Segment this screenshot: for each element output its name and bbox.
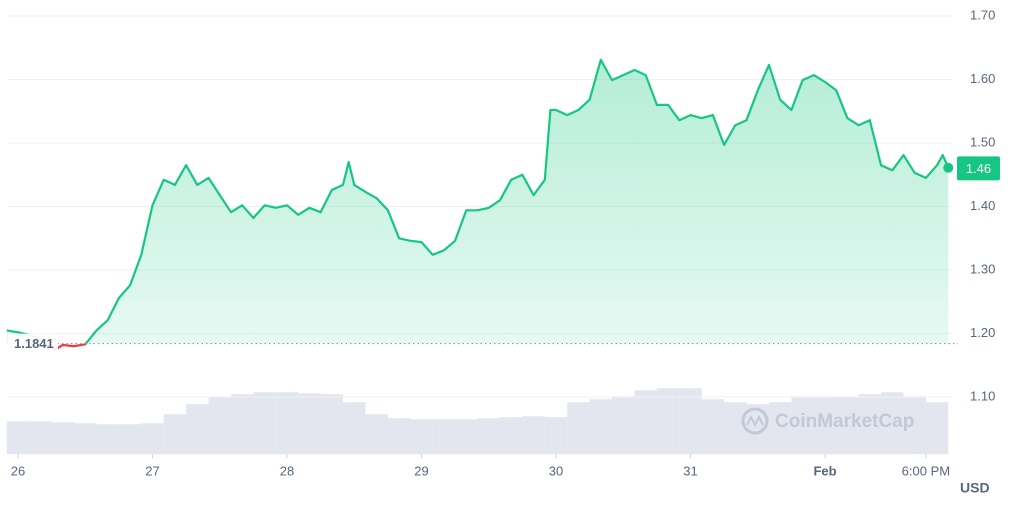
price-badge-label: 1.46 [966,161,991,176]
volume-bar [96,424,119,455]
baseline-label-bg [8,333,58,354]
baseline-label: 1.1841 [14,336,54,351]
volume-bar [275,392,299,455]
volume-layer [6,388,949,455]
volume-bar [679,388,702,455]
volume-bar [881,392,904,455]
y-tick-label: 1.30 [970,261,995,276]
volume-bar [74,423,97,455]
volume-bar [343,402,366,455]
volume-bar [544,417,568,455]
currency-label: USD [960,480,990,496]
y-tick-label: 1.50 [970,134,995,149]
volume-bar [567,402,590,455]
y-tick-label: 1.20 [970,325,995,340]
volume-bar [141,423,164,455]
volume-bar [701,399,725,455]
plot-layer: 1.1841 [6,58,958,354]
price-area [6,59,949,344]
volume-bar [858,394,882,455]
x-tick-label: 31 [683,463,697,478]
volume-bar [656,388,680,455]
volume-bar [230,394,254,455]
volume-bar [432,419,456,455]
volume-bar [6,421,30,455]
x-tick-label: 28 [280,463,294,478]
volume-bar [387,418,411,455]
x-tick-label: 26 [11,463,25,478]
volume-bar [365,414,388,455]
volume-bar [903,396,926,455]
last-point [943,162,954,173]
y-tick-label: 1.60 [970,71,995,86]
x-tick-label: 30 [549,463,563,478]
volume-bar [455,419,478,455]
x-tick-label: 29 [414,463,428,478]
volume-bar [186,404,209,455]
watermark-text: CoinMarketCap [775,411,914,432]
volume-bar [118,424,142,455]
watermark: CoinMarketCap [741,407,914,435]
x-tick-label: 27 [145,463,159,478]
volume-bar [477,418,500,455]
volume-bar [768,402,792,455]
y-tick-label: 1.10 [970,388,995,403]
volume-bar [522,416,545,455]
volume-bar [29,421,52,455]
price-badge [957,156,1000,181]
price-line [6,58,950,344]
volume-bar [208,397,231,455]
volume-bar [925,402,949,455]
volume-bar [813,396,837,455]
volume-bar [612,396,635,455]
volume-bar [499,417,523,455]
volume-bar [410,419,433,455]
y-tick-label: 1.40 [970,198,995,213]
volume-bar [320,394,344,455]
volume-bar [298,393,321,455]
volume-bar [746,404,769,455]
volume-bar [51,422,75,455]
volume-bar [253,392,276,455]
x-tick-label: 6:00 PM [902,463,950,478]
y-tick-label: 1.70 [970,7,995,22]
volume-bar [836,397,859,455]
volume-bar [163,414,187,455]
x-tick-label: Feb [813,463,836,478]
volume-bar [724,402,747,455]
volume-bar [634,390,657,455]
volume-bar [791,396,814,455]
volume-bar [589,399,613,455]
